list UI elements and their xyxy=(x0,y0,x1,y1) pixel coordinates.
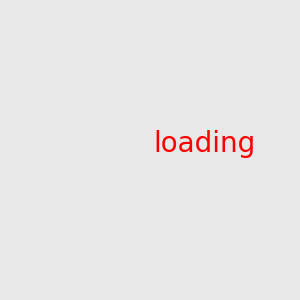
Text: loading: loading xyxy=(154,130,256,158)
